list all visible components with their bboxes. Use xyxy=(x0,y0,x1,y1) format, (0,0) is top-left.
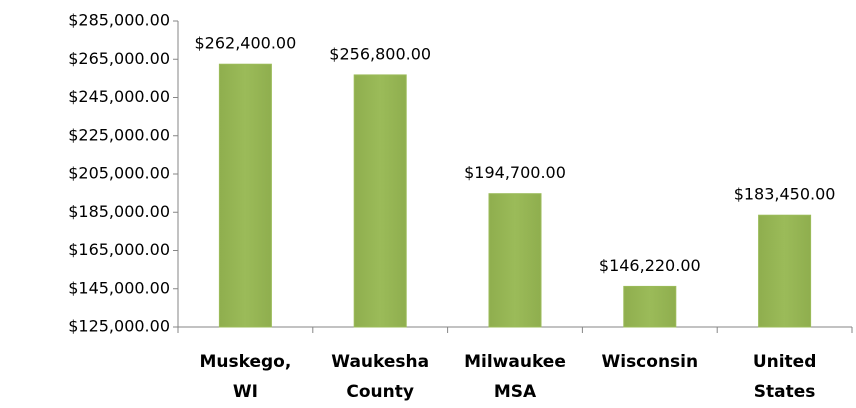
x-tick-label: Waukesha County xyxy=(331,352,429,402)
x-tick-label: Milwaukee MSA xyxy=(464,352,566,402)
bar xyxy=(758,214,812,328)
x-tick-label-line: WI xyxy=(233,382,258,402)
y-tick-label: $285,000.00 xyxy=(68,11,170,30)
x-tick-label: Wisconsin xyxy=(601,352,698,372)
x-tick-label-line: United xyxy=(753,352,817,372)
x-tick-label-line: MSA xyxy=(494,382,537,402)
x-tick-label-line: Waukesha xyxy=(331,352,429,372)
bar xyxy=(623,285,677,328)
y-tick-label: $205,000.00 xyxy=(68,164,170,183)
value-label: $194,700.00 xyxy=(464,163,566,182)
x-tick-label-line: Wisconsin xyxy=(601,352,698,372)
x-tick-label-line: States xyxy=(754,382,816,402)
x-tick-label-line: Milwaukee xyxy=(464,352,566,372)
y-tick-label: $245,000.00 xyxy=(68,87,170,106)
x-tick-label-line: Muskego, xyxy=(199,352,291,372)
value-label: $146,220.00 xyxy=(599,256,701,275)
y-tick-label: $265,000.00 xyxy=(68,49,170,68)
value-label: $183,450.00 xyxy=(734,185,836,204)
x-tick-label-line: County xyxy=(346,382,414,402)
y-tick-label: $165,000.00 xyxy=(68,240,170,259)
y-tick-label: $225,000.00 xyxy=(68,125,170,144)
x-tick-label: Muskego, WI xyxy=(199,352,291,402)
y-tick-label: $145,000.00 xyxy=(68,278,170,297)
x-tick-label: United States xyxy=(753,352,817,402)
bar xyxy=(218,63,272,328)
y-tick-label: $185,000.00 xyxy=(68,202,170,221)
bar xyxy=(488,193,542,328)
value-label: $262,400.00 xyxy=(195,34,297,53)
bar xyxy=(353,74,407,328)
value-label: $256,800.00 xyxy=(329,44,431,63)
y-tick-label: $125,000.00 xyxy=(68,317,170,336)
